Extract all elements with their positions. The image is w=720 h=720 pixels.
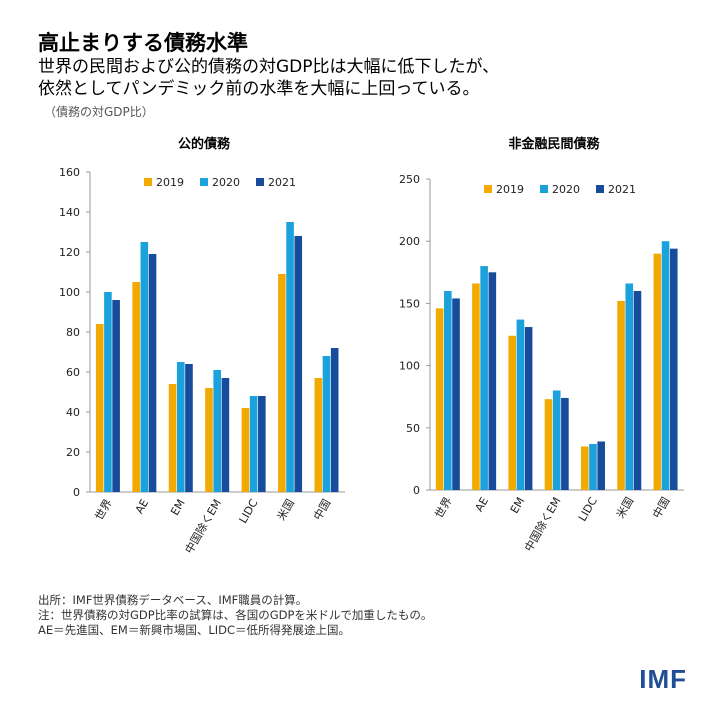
bar-public-2020-3	[213, 370, 221, 492]
bar-public-2019-2	[168, 384, 177, 492]
footnote-abbreviations: AE＝先進国、EM＝新興市場国、LIDC＝低所得発展途上国。	[38, 623, 351, 637]
bar-private-2019-1	[472, 283, 480, 490]
bar-public-2020-2	[176, 362, 185, 492]
y-tick-label-private: 200	[399, 235, 420, 248]
bar-public-2021-3	[221, 378, 230, 492]
bar-private-2020-0	[444, 290, 452, 490]
bar-public-2019-6	[314, 378, 323, 492]
bar-public-2020-5	[286, 222, 294, 492]
bar-private-2021-6	[669, 248, 678, 490]
y-tick-label-public: 20	[66, 446, 80, 459]
bar-private-2020-3	[552, 390, 561, 490]
legend-label-private-2019: 2019	[496, 183, 524, 196]
footnotes: 出所：IMF世界債務データベース、IMF職員の計算。 注：世界債務の対GDP比率…	[38, 593, 432, 638]
bar-private-2019-6	[653, 253, 662, 490]
bar-public-2021-1	[148, 254, 157, 492]
y-tick-label-private: 150	[399, 297, 420, 310]
y-tick-label-private: 50	[406, 422, 420, 435]
bar-private-2021-5	[633, 290, 642, 490]
unit-note: （債務の対GDP比）	[44, 105, 154, 119]
x-tick-label-private: 中国除くEM	[521, 495, 563, 554]
x-tick-label-private: 米国	[614, 495, 636, 521]
legend-label-public-2020: 2020	[212, 176, 240, 189]
x-tick-label-public: 中国除くEM	[182, 497, 224, 556]
y-tick-label-public: 100	[59, 286, 80, 299]
x-tick-label-private: AE	[473, 495, 492, 514]
x-tick-label-public: LIDC	[237, 497, 261, 526]
y-tick-label-private: 0	[413, 484, 420, 497]
legend-label-private-2020: 2020	[552, 183, 580, 196]
bar-public-2021-6	[330, 348, 339, 492]
x-tick-label-private: EM	[508, 495, 527, 516]
bar-public-2020-1	[140, 242, 149, 492]
bar-private-2021-4	[597, 441, 605, 490]
chart-title-private: 非金融民間債務	[508, 136, 600, 152]
y-tick-label-private: 100	[399, 360, 420, 373]
bar-public-2019-1	[132, 282, 140, 492]
legend-swatch-private-2019	[484, 185, 492, 193]
y-tick-label-public: 140	[59, 206, 80, 219]
y-tick-label-public: 160	[59, 166, 80, 179]
legend-swatch-public-2021	[256, 178, 264, 186]
bar-public-2021-5	[294, 236, 303, 492]
subtitle-line-2: 依然としてパンデミック前の水準を大幅に上回っている。	[38, 79, 480, 99]
legend-label-public-2021: 2021	[268, 176, 296, 189]
x-tick-label-private: 中国	[650, 495, 672, 521]
y-tick-label-public: 120	[59, 246, 80, 259]
y-tick-label-public: 40	[66, 406, 80, 419]
bar-public-2019-3	[205, 388, 213, 492]
x-tick-label-public: EM	[168, 497, 187, 518]
bar-public-2020-6	[322, 356, 331, 492]
bar-private-2020-5	[625, 283, 634, 490]
bar-public-2020-0	[104, 292, 112, 492]
legend-swatch-private-2020	[540, 185, 548, 193]
x-tick-label-public: 世界	[93, 497, 115, 523]
bar-private-2019-2	[508, 335, 517, 490]
legend-swatch-private-2021	[596, 185, 604, 193]
legend-label-private-2021: 2021	[608, 183, 636, 196]
page-title: 高止まりする債務水準	[38, 31, 248, 55]
chart-title-public: 公的債務	[178, 136, 231, 152]
bar-public-2019-0	[95, 324, 104, 492]
bar-public-2021-2	[185, 364, 193, 492]
y-tick-label-public: 60	[66, 366, 80, 379]
x-tick-label-private: 世界	[432, 495, 454, 521]
x-tick-label-private: LIDC	[576, 495, 600, 524]
bar-private-2021-3	[561, 397, 569, 490]
bar-private-2020-2	[516, 319, 525, 490]
bar-private-2019-0	[435, 308, 444, 490]
footnote-method: 注：世界債務の対GDP比率の試算は、各国のGDPを米ドルで加重したもの。	[38, 608, 433, 622]
y-tick-label-public: 80	[66, 326, 80, 339]
x-tick-label-public: 米国	[275, 497, 297, 523]
bar-private-2020-4	[589, 443, 597, 490]
legend-label-public-2019: 2019	[156, 176, 184, 189]
x-tick-label-public: 中国	[311, 497, 333, 523]
bar-private-2021-0	[452, 298, 460, 490]
legend-swatch-public-2019	[144, 178, 152, 186]
imf-logo: IMF	[639, 664, 687, 694]
bar-private-2020-1	[480, 266, 488, 490]
legend-swatch-public-2020	[200, 178, 208, 186]
bar-public-2021-4	[258, 396, 266, 492]
footnote-source: 出所：IMF世界債務データベース、IMF職員の計算。	[38, 593, 308, 607]
y-tick-label-public: 0	[73, 486, 80, 499]
bar-private-2019-3	[544, 399, 553, 490]
bar-private-2019-5	[617, 300, 625, 490]
bar-public-2019-5	[278, 274, 286, 492]
subtitle-line-1: 世界の民間および公的債務の対GDP比は大幅に低下したが、	[38, 57, 500, 77]
bar-public-2019-4	[241, 408, 250, 492]
bar-public-2020-4	[249, 396, 258, 492]
y-tick-label-private: 250	[399, 173, 420, 186]
bar-private-2021-2	[524, 327, 533, 490]
bar-private-2019-4	[580, 446, 589, 490]
bar-private-2020-6	[661, 241, 670, 490]
x-tick-label-public: AE	[133, 497, 152, 516]
bar-private-2021-1	[488, 272, 497, 490]
bar-public-2021-0	[112, 300, 120, 492]
